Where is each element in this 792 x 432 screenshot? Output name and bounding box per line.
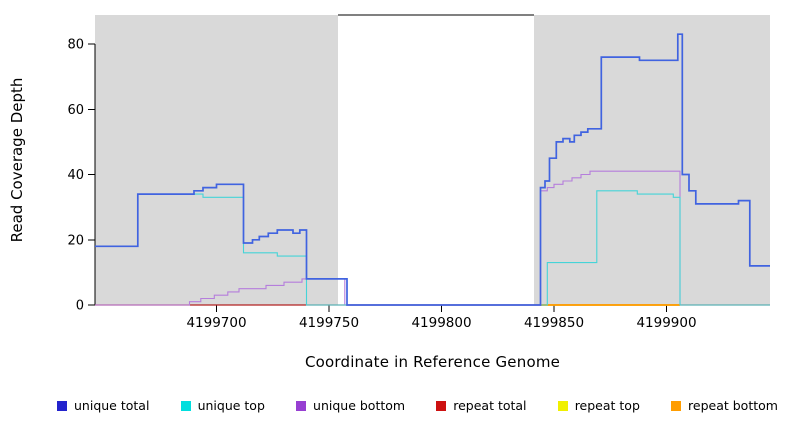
legend-label: unique bottom	[313, 398, 406, 413]
series-unique-bottom	[95, 170, 770, 306]
x-axis-label: Coordinate in Reference Genome	[304, 353, 561, 371]
y-tick-label: 80	[67, 38, 84, 53]
x-tick-label: 4199750	[299, 315, 359, 331]
y-tick-label: 60	[67, 103, 84, 118]
legend-label: unique top	[197, 398, 265, 413]
legend-item-unique-bottom: unique bottom	[296, 398, 405, 413]
y-tick-label: 20	[67, 233, 84, 248]
legend-item-repeat-top: repeat top	[557, 398, 640, 413]
legend-swatch-unique-total	[57, 400, 67, 411]
legend-item-unique-top: unique top	[180, 398, 265, 413]
x-tick-label: 4199900	[636, 315, 696, 331]
legend: unique total unique top unique bottom repea…	[0, 398, 792, 413]
legend-swatch-unique-bottom	[296, 400, 307, 411]
x-tick-label: 4199800	[411, 315, 471, 331]
legend-swatch-repeat-top	[557, 400, 568, 411]
legend-item-repeat-bottom: repeat bottom	[671, 398, 778, 413]
legend-swatch-unique-top	[180, 400, 191, 411]
shaded-region	[95, 15, 338, 305]
legend-label: repeat bottom	[688, 398, 778, 413]
x-tick-label: 4199700	[186, 315, 246, 331]
legend-swatch-repeat-total	[436, 400, 447, 411]
y-tick-label: 0	[76, 299, 84, 314]
shaded-region	[533, 15, 771, 305]
legend-label: repeat top	[574, 398, 640, 413]
x-tick-label: 4199850	[524, 315, 584, 331]
legend-label: repeat total	[453, 398, 527, 413]
legend-item-unique-total: unique total	[57, 398, 149, 413]
legend-swatch-repeat-bottom	[671, 400, 682, 411]
legend-item-repeat-total: repeat total	[436, 398, 527, 413]
y-axis-label: Read Coverage Depth	[8, 77, 26, 243]
y-tick-label: 40	[67, 168, 84, 183]
series-unique-total	[95, 33, 770, 306]
legend-label: unique total	[74, 398, 150, 413]
